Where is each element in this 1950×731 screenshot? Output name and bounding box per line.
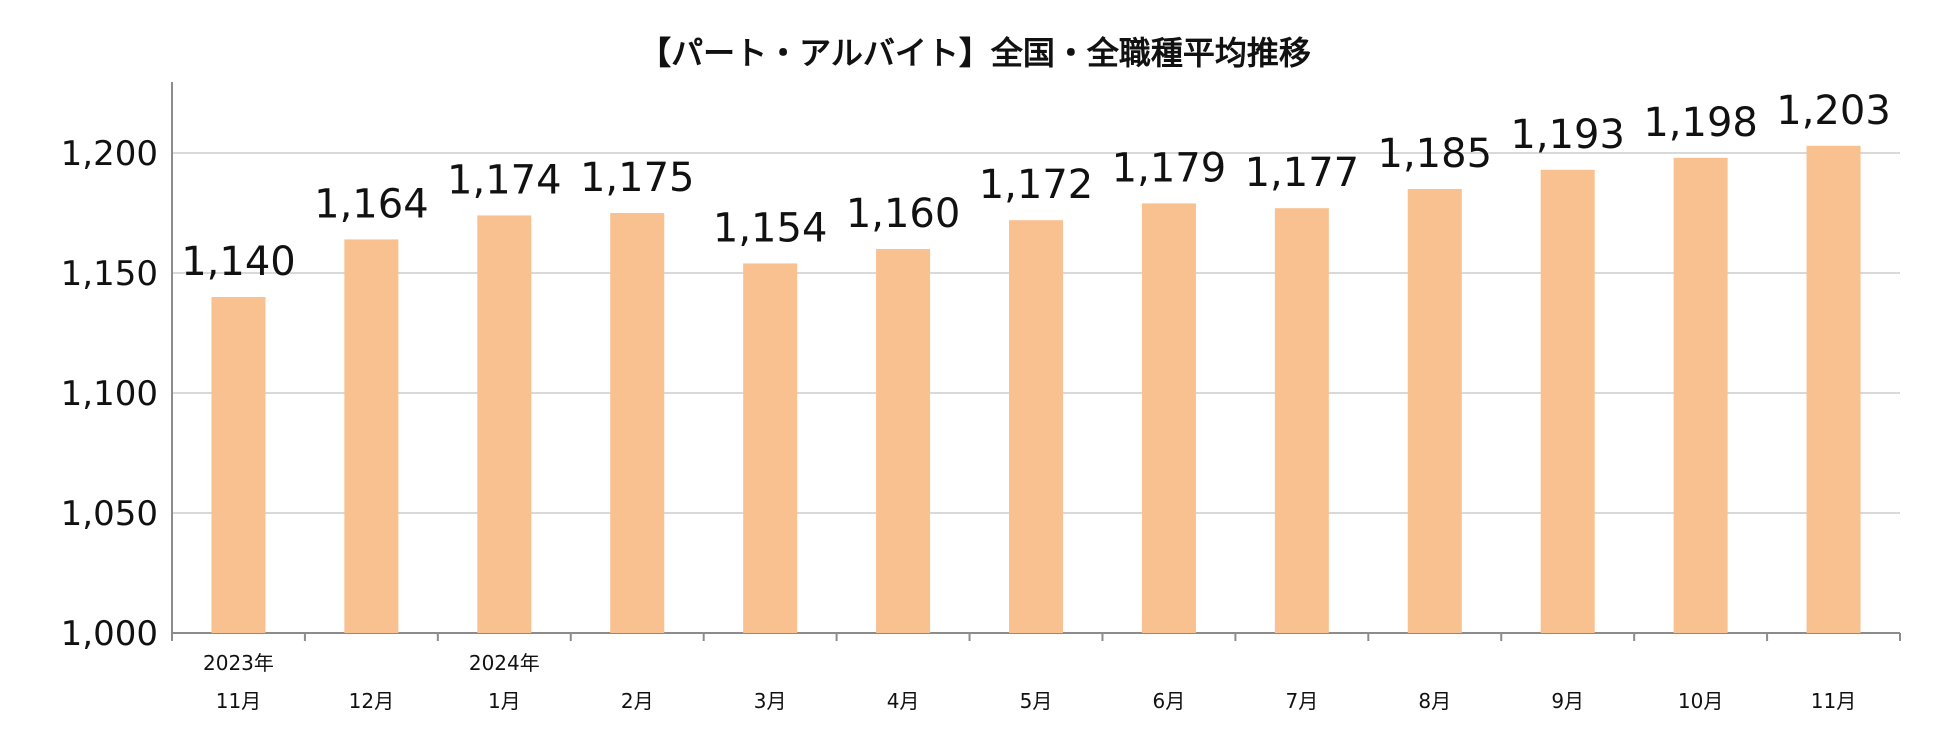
bar: [1141, 203, 1196, 633]
data-label: 1,193: [1510, 112, 1625, 158]
y-tick-label: 1,100: [61, 374, 158, 414]
data-label: 1,172: [979, 162, 1094, 208]
bar: [477, 215, 532, 633]
data-label: 1,198: [1643, 100, 1758, 146]
x-tick-label: 3月: [754, 689, 787, 713]
bar: [610, 213, 665, 633]
x-year-label: 2023年: [203, 651, 274, 675]
y-tick-label: 1,150: [61, 254, 158, 294]
x-tick-label: 11月: [1811, 689, 1856, 713]
bar: [1806, 145, 1861, 634]
x-tick-label: 8月: [1418, 689, 1451, 713]
data-label: 1,177: [1245, 150, 1360, 196]
data-label: 1,160: [846, 191, 961, 237]
x-tick-label: 1月: [488, 689, 521, 713]
x-tick-label: 11月: [216, 689, 261, 713]
x-tick-label: 12月: [349, 689, 394, 713]
bar: [1274, 208, 1329, 633]
x-tick-label: 7月: [1285, 689, 1318, 713]
bar: [1540, 169, 1595, 634]
data-label: 1,174: [447, 157, 562, 203]
data-label: 1,175: [580, 155, 695, 201]
bar: [1009, 220, 1063, 633]
bar: [876, 249, 931, 633]
x-tick-label: 2月: [621, 689, 654, 713]
chart-title: 【パート・アルバイト】全国・全職種平均推移: [639, 34, 1311, 72]
x-year-label: 2024年: [469, 651, 540, 675]
y-tick-label: 1,000: [61, 614, 158, 654]
y-tick-label: 1,200: [61, 134, 158, 174]
x-tick-label: 10月: [1678, 689, 1723, 713]
data-label: 1,164: [314, 181, 429, 227]
x-tick-label: 6月: [1153, 689, 1186, 713]
bar: [1407, 189, 1462, 633]
data-label: 1,154: [713, 205, 828, 251]
data-label: 1,203: [1776, 88, 1891, 134]
y-tick-label: 1,050: [61, 494, 158, 534]
bar: [344, 239, 399, 633]
x-tick-label: 4月: [887, 689, 920, 713]
bar: [743, 263, 798, 633]
bar: [211, 297, 266, 633]
data-label: 1,179: [1112, 145, 1227, 191]
data-label: 1,185: [1378, 131, 1493, 177]
x-tick-label: 9月: [1551, 689, 1584, 713]
bar: [1673, 157, 1728, 634]
x-tick-label: 5月: [1020, 689, 1053, 713]
data-label: 1,140: [181, 239, 296, 285]
